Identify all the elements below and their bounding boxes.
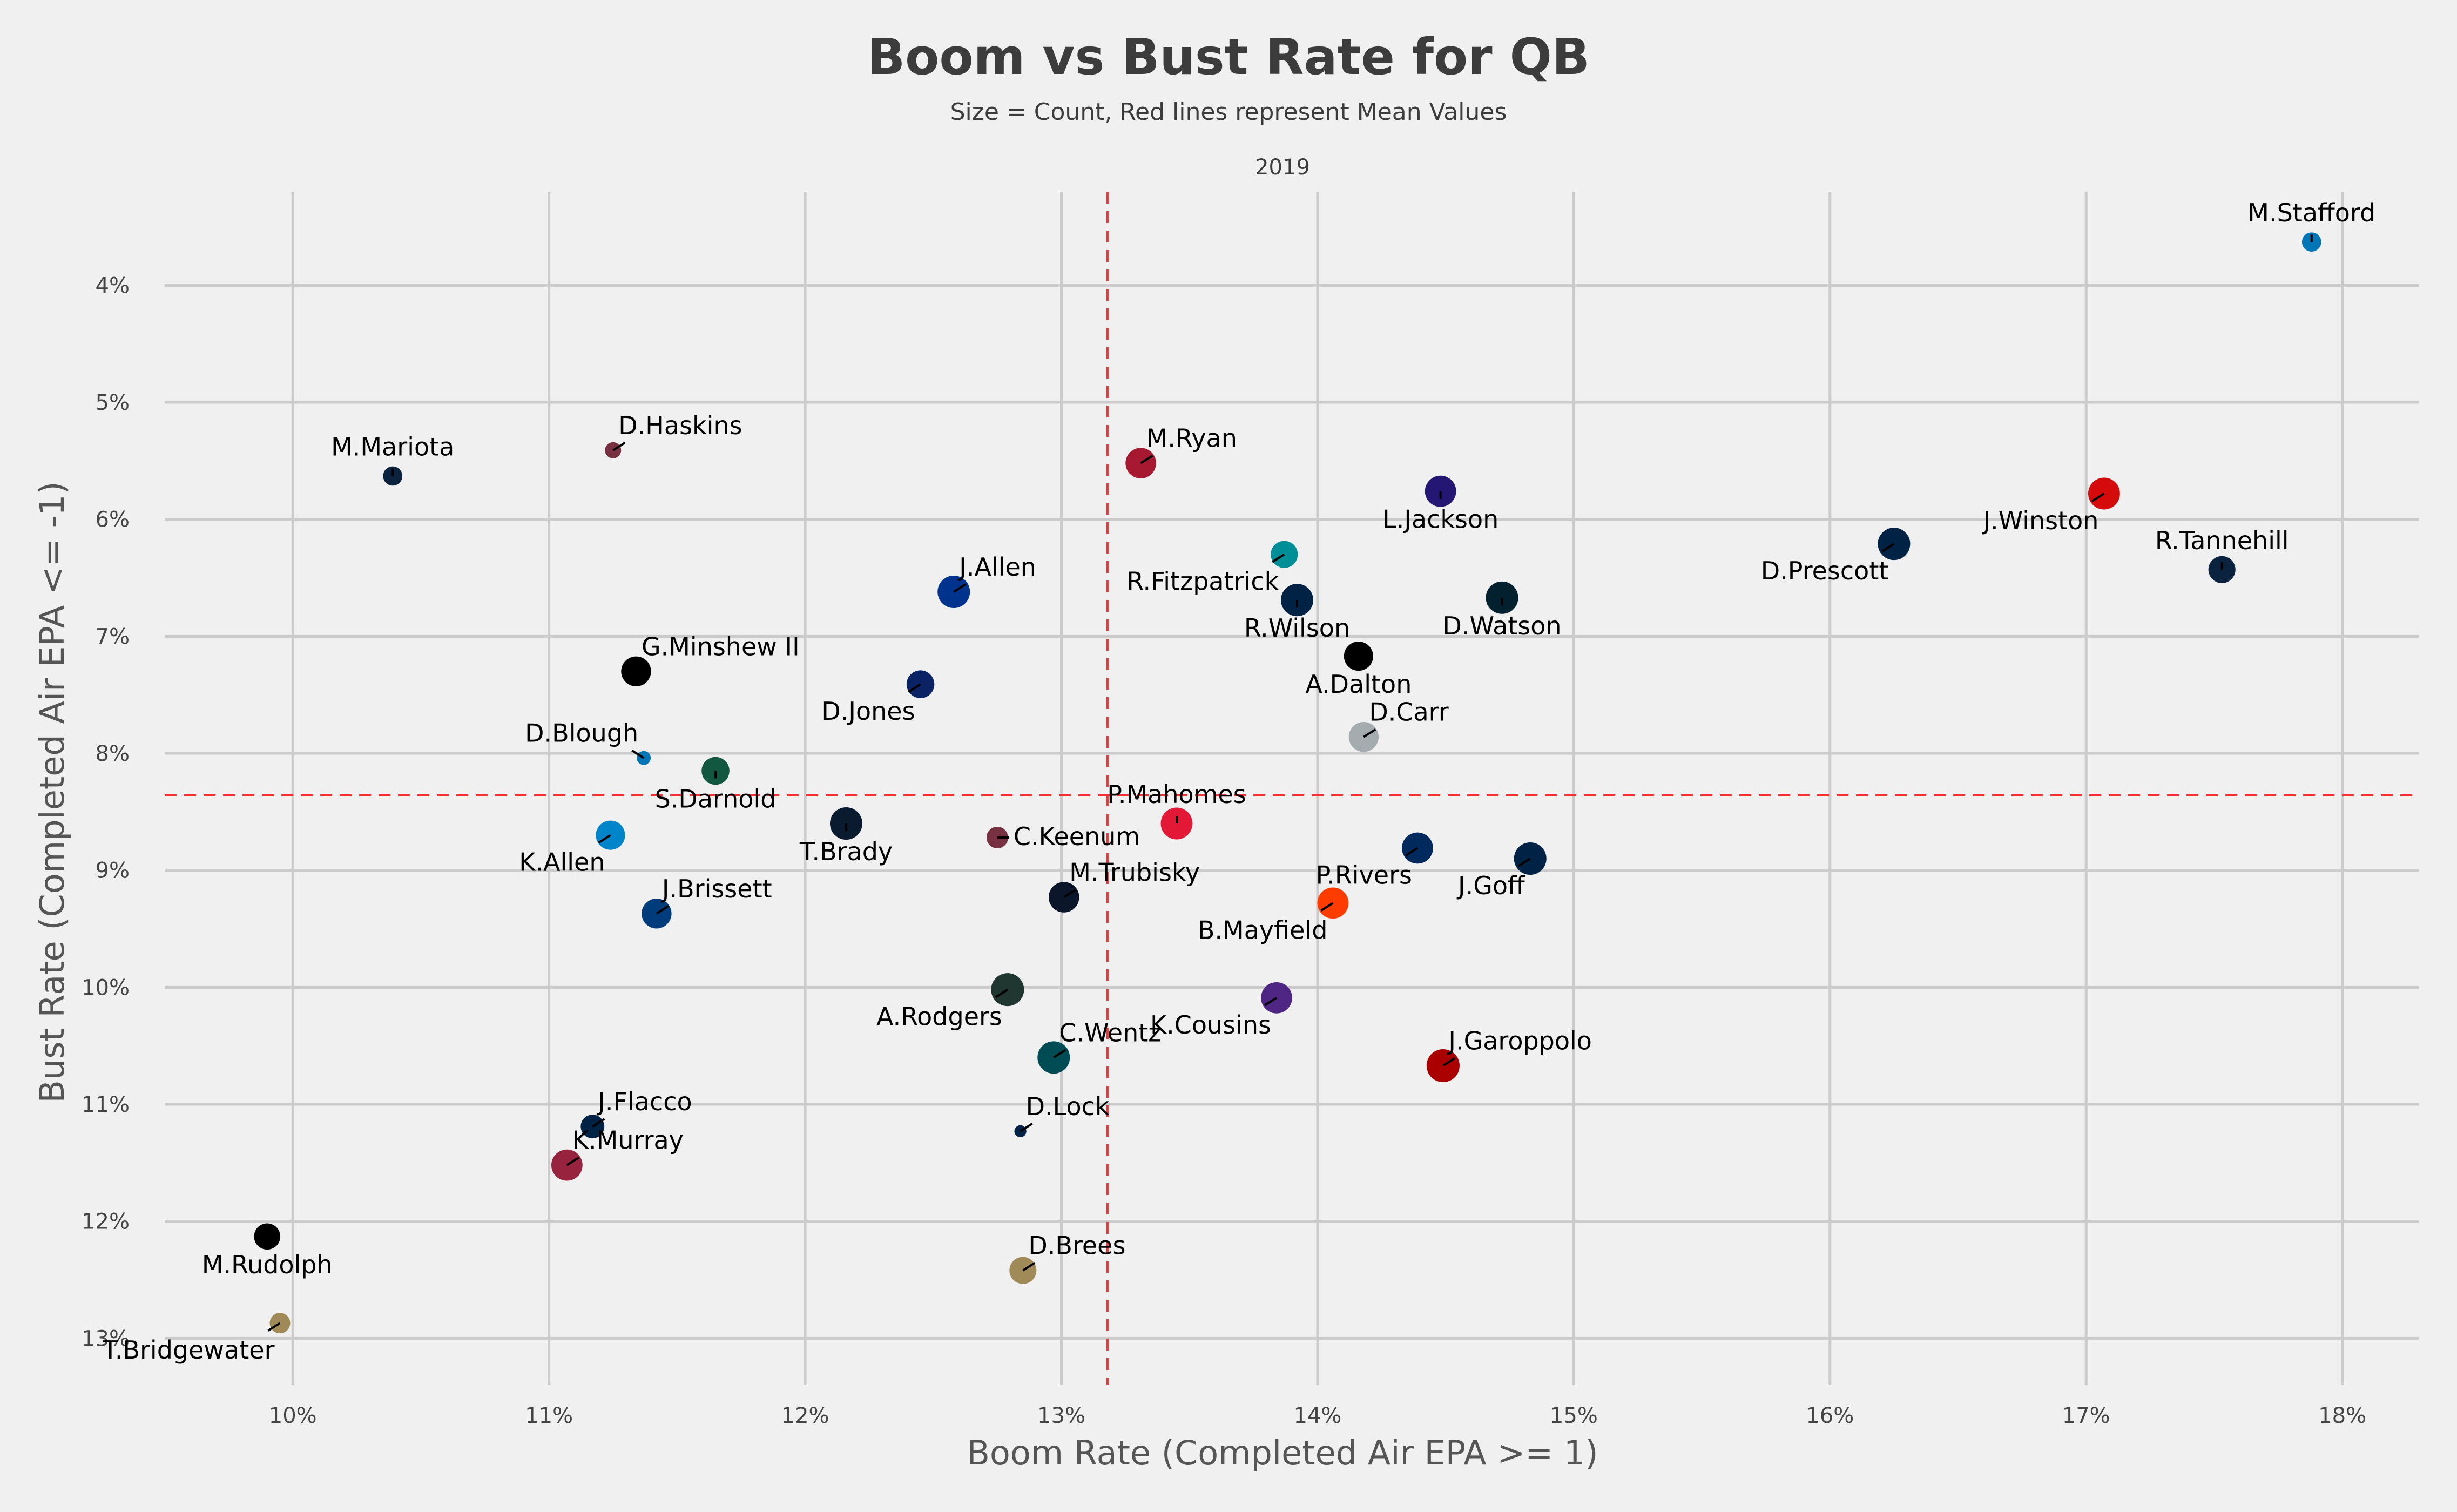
- data-point: [1009, 1257, 1037, 1284]
- x-tick-label: 13%: [1037, 1403, 1085, 1428]
- label-leader: [1517, 858, 1531, 867]
- point-label: M.Ryan: [1146, 424, 1237, 453]
- y-tick-label: 13%: [82, 1326, 130, 1351]
- point-label: J.Garoppolo: [1447, 1027, 1592, 1056]
- data-point: [1344, 642, 1373, 671]
- point-label: R.Tannehill: [2155, 526, 2289, 555]
- label-leader: [2091, 492, 2105, 502]
- label-leader: [656, 905, 669, 915]
- data-point: [580, 1115, 605, 1139]
- point-label: M.Stafford: [2247, 198, 2375, 227]
- point-label: D.Carr: [1369, 698, 1448, 727]
- y-axis-label: Bust Rate (Completed Air EPA <= -1): [32, 481, 72, 1103]
- x-tick-label: 18%: [2318, 1403, 2366, 1428]
- y-tick-label: 4%: [96, 273, 130, 298]
- label-leader: [1405, 847, 1419, 857]
- data-point: [637, 751, 651, 765]
- point-label: S.Darnold: [655, 785, 777, 814]
- point-labels: M.Stafford M.Mariota D.Haskins M.Ryan L.Jack…: [102, 198, 2375, 1365]
- point-label: D.Haskins: [618, 411, 742, 440]
- data-point: [2088, 477, 2120, 510]
- y-tick-label: 8%: [96, 741, 130, 766]
- point-label: M.Trubisky: [1069, 858, 1200, 887]
- label-leader: [908, 683, 921, 693]
- label-leader: [598, 834, 611, 844]
- label-leader: [1063, 888, 1077, 899]
- label-leader: [953, 583, 967, 593]
- y-tick-label: 10%: [82, 975, 130, 1000]
- y-tick-label: 9%: [96, 859, 130, 883]
- point-label: D.Brees: [1028, 1231, 1125, 1260]
- label-leader: [1264, 997, 1278, 1007]
- point-label: J.Flacco: [596, 1087, 692, 1116]
- point-label: D.Prescott: [1761, 556, 1889, 585]
- point-label: G.Minshew II: [642, 632, 800, 661]
- point-label: M.Rudolph: [202, 1250, 333, 1279]
- point-label: T.Brady: [799, 837, 893, 866]
- point-label: D.Jones: [821, 697, 915, 726]
- point-label: D.Lock: [1026, 1092, 1110, 1121]
- y-tick-label: 7%: [96, 624, 130, 649]
- point-label: J.Winston: [1982, 506, 2099, 535]
- point-label: P.Mahomes: [1107, 780, 1246, 809]
- chart-subtitle: Size = Count, Red lines represent Mean V…: [950, 98, 1507, 126]
- x-axis-label: Boom Rate (Completed Air EPA >= 1): [967, 1433, 1598, 1473]
- label-leader: [1363, 728, 1376, 738]
- label-leader: [1881, 543, 1895, 552]
- point-label: R.Wilson: [1244, 613, 1350, 643]
- x-tick-label: 10%: [269, 1403, 317, 1428]
- label-leader: [1053, 1049, 1066, 1059]
- label-leader: [1022, 1261, 1036, 1272]
- point-label: M.Mariota: [331, 433, 454, 462]
- mean-lines: [165, 192, 2419, 1385]
- x-tick-label: 16%: [1806, 1403, 1854, 1428]
- label-leader: [1140, 454, 1153, 464]
- label-leader: [1442, 1057, 1456, 1067]
- point-label: J.Brissett: [660, 874, 772, 903]
- label-leader: [566, 1156, 579, 1166]
- tick-labels: 10% 11% 12% 13% 14% 15% 16% 17% 18% 4% 5% 6% 7% 8% 9% 1…: [82, 273, 2366, 1428]
- x-tick-label: 11%: [525, 1403, 573, 1428]
- point-label: K.Murray: [572, 1126, 684, 1155]
- point-label: T.Bridgewater: [102, 1335, 274, 1365]
- point-label: A.Rodgers: [876, 1002, 1002, 1031]
- point-label: K.Cousins: [1150, 1010, 1271, 1040]
- x-tick-label: 15%: [1550, 1403, 1598, 1428]
- label-leader: [635, 663, 649, 673]
- label-leader: [592, 1118, 605, 1128]
- chart-title: Boom vs Bust Rate for QB: [867, 28, 1590, 86]
- label-leader: [631, 749, 645, 759]
- point-label: K.Allen: [519, 848, 605, 877]
- point-label: J.Goff: [1456, 871, 1526, 900]
- label-leader: [1020, 1123, 1033, 1132]
- y-tick-label: 12%: [82, 1210, 130, 1234]
- y-tick-label: 11%: [82, 1092, 130, 1117]
- x-tick-label: 12%: [781, 1403, 829, 1428]
- label-leader: [267, 1322, 281, 1332]
- label-leader: [1272, 553, 1285, 563]
- label-leader: [612, 442, 626, 451]
- y-tick-label: 6%: [96, 508, 130, 532]
- x-tick-label: 17%: [2062, 1403, 2110, 1428]
- y-tick-label: 5%: [96, 390, 130, 415]
- point-label: C.Keenum: [1014, 822, 1140, 851]
- point-label: A.Dalton: [1305, 670, 1412, 699]
- point-label: J.Allen: [957, 552, 1036, 582]
- point-label: P.Rivers: [1316, 861, 1412, 890]
- facet-label: 2019: [1255, 155, 1310, 180]
- label-leader: [995, 988, 1008, 998]
- label-leader: [1320, 902, 1334, 912]
- point-label: D.Watson: [1442, 611, 1561, 640]
- point-label: R.Fitzpatrick: [1126, 567, 1279, 596]
- point-label: C.Wentz: [1059, 1018, 1161, 1047]
- x-tick-label: 14%: [1293, 1403, 1341, 1428]
- point-label: L.Jackson: [1382, 505, 1498, 534]
- data-points: [254, 232, 2321, 1334]
- grid-lines: [165, 192, 2419, 1385]
- point-label: D.Blough: [525, 719, 638, 748]
- point-label: B.Mayfield: [1198, 915, 1328, 944]
